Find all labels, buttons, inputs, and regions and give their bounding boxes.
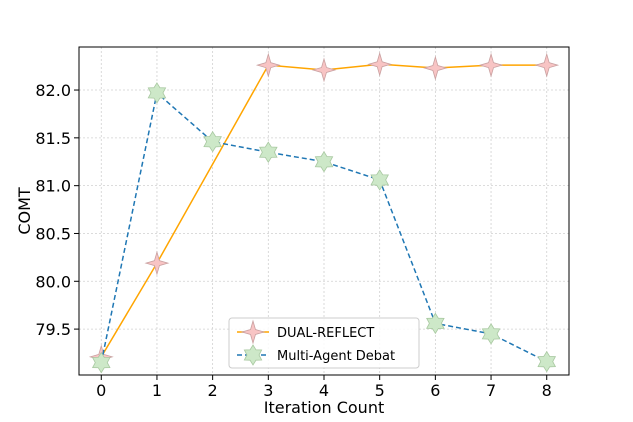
x-tick-label: 0 — [96, 381, 106, 400]
data-point — [422, 55, 448, 81]
x-tick-label: 3 — [263, 381, 273, 400]
series-layer — [88, 51, 560, 374]
data-point — [91, 351, 111, 374]
data-point — [311, 57, 337, 83]
y-tick-label: 80.5 — [35, 224, 71, 243]
data-point — [203, 130, 222, 153]
data-point — [370, 169, 389, 191]
x-tick-label: 4 — [319, 381, 329, 400]
x-tick-label: 5 — [375, 381, 385, 400]
x-tick-label: 1 — [152, 381, 162, 400]
x-tick-label: 7 — [486, 381, 496, 400]
y-tick-label: 80.0 — [35, 272, 71, 291]
y-tick-label: 81.5 — [35, 129, 71, 148]
legend-marker-multi-agent-debat — [243, 344, 263, 366]
y-tick-label: 81.0 — [35, 177, 71, 196]
data-point — [537, 350, 557, 373]
data-point — [255, 52, 281, 78]
series-line — [100, 91, 548, 363]
data-point — [426, 312, 445, 335]
legend-label-dual-reflect: DUAL-REFLECT — [277, 326, 374, 341]
data-point — [314, 150, 334, 173]
data-point — [144, 250, 170, 276]
data-point — [534, 52, 560, 78]
legend-label-multi-agent-debat: Multi-Agent Debat — [277, 349, 395, 364]
y-tick-label: 79.5 — [35, 320, 71, 339]
axis-ticks: 0 1 2 3 4 5 6 7 8 79.5 80.0 80.5 81.0 81.5 82.0 — [35, 81, 551, 400]
x-tick-label: 6 — [430, 381, 440, 400]
legend-marker-dual-reflect — [240, 319, 266, 345]
x-axis-label: Iteration Count — [264, 398, 384, 417]
legend-frame — [228, 317, 420, 369]
data-point — [478, 52, 504, 78]
y-axis-label: COMT — [15, 187, 34, 235]
data-point — [481, 323, 501, 345]
series-multi-agent-debat — [91, 82, 557, 374]
legend: DUAL-REFLECT Multi-Agent Debat — [228, 317, 420, 369]
data-point — [367, 51, 393, 77]
x-tick-label: 8 — [542, 381, 552, 400]
x-tick-label: 2 — [208, 381, 218, 400]
data-point — [259, 141, 278, 163]
y-tick-label: 82.0 — [35, 81, 71, 100]
data-point — [147, 82, 167, 104]
